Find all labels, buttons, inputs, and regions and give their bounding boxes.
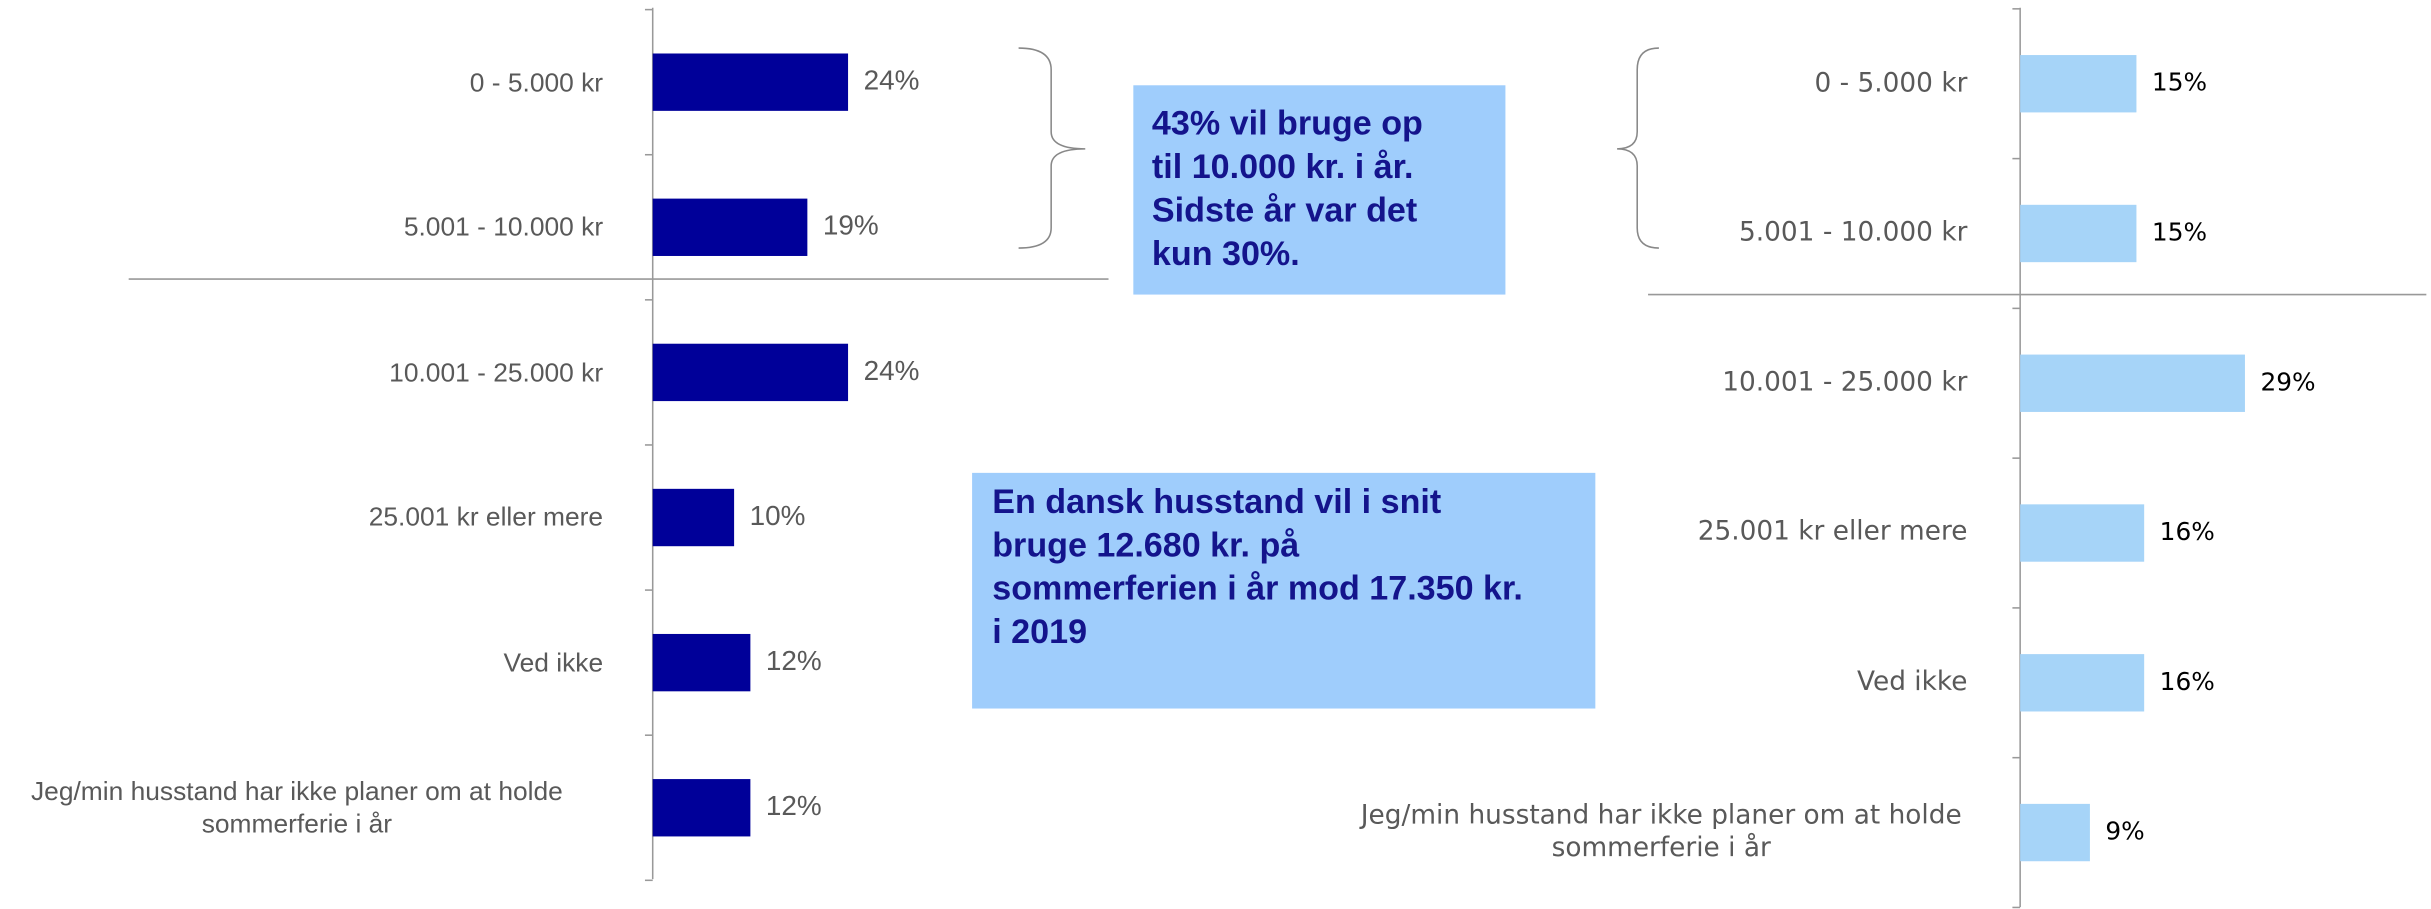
bar [652,779,751,837]
category-label: 25.001 kr eller mere [1697,516,1968,548]
category-label-box: 10.001 - 25.000 kr [1347,337,1967,430]
bar [652,488,735,547]
category-label-wrap: Ved ikke [0,616,603,709]
bar [652,343,849,402]
category-label-box: 0 - 5.000 kr [0,36,603,129]
value-label: 15% [2152,217,2207,246]
annotation-text: sommerferien i år mod 17.350 kr. [992,570,1523,608]
value-label: 12% [766,790,822,821]
annotation-box [1133,85,1506,295]
category-label: Jeg/min husstand har ikke planer om at h… [1360,800,1962,864]
category-label: Ved ikke [503,647,604,678]
bar [2020,354,2245,412]
annotation-text: i 2019 [992,613,1087,651]
category-label: 0 - 5.000 kr [469,67,604,97]
category-label: Ved ikke [1856,666,1968,698]
category-label: Jeg/min husstand har ikke planer om at h… [30,776,563,839]
value-label: 29% [2260,367,2315,396]
category-label: 5.001 - 10.000 kr [1738,217,1968,249]
category-label-wrap: 25.001 kr eller mere [0,471,603,564]
category-label-wrap: 10.001 - 25.000 kr [0,326,603,419]
category-label-box: 0 - 5.000 kr [1347,37,1967,130]
bar [2020,654,2145,712]
category-label-box: 5.001 - 10.000 kr [0,181,603,274]
value-label: 16% [2160,517,2215,546]
annotation-box [972,472,1596,709]
category-label-wrap: 0 - 5.000 kr [1347,37,1967,130]
category-label-wrap: Jeg/min husstand har ikke planer om at h… [1347,786,1967,879]
bar [652,198,808,256]
category-label-box: 25.001 kr eller mere [0,471,603,564]
value-label: 15% [2152,68,2207,97]
annotation-text: 43% vil bruge op [1152,105,1423,143]
bar [2020,55,2137,113]
category-label-wrap: Ved ikke [1347,636,1967,729]
annotation-text: Sidste år var det [1152,191,1417,229]
annotation-text: kun 30%. [1152,235,1300,273]
annotation-text: bruge 12.680 kr. på [992,526,1300,564]
value-label: 24% [864,65,920,96]
brace [1018,47,1086,249]
category-label-wrap: Jeg/min husstand har ikke planer om at h… [0,761,603,854]
value-label: 19% [823,210,879,241]
bar [2020,504,2145,562]
category-label: 10.001 - 25.000 kr [1722,366,1968,398]
category-label-wrap: 5.001 - 10.000 kr [0,181,603,274]
value-label: 16% [2160,667,2215,696]
category-label-box: 5.001 - 10.000 kr [1347,187,1967,280]
category-label: 25.001 kr eller mere [368,502,604,533]
value-label: 10% [750,500,806,531]
bar [652,633,751,692]
value-label: 12% [766,645,822,676]
brace [1617,47,1659,249]
category-label-box: Jeg/min husstand har ikke planer om at h… [0,761,603,854]
category-label-wrap: 0 - 5.000 kr [0,36,603,129]
value-label: 24% [864,355,920,386]
category-label: 10.001 - 25.000 kr [389,357,604,388]
category-label-box: Ved ikke [1347,636,1967,729]
category-label-box: 25.001 kr eller mere [1347,487,1968,580]
category-label: 0 - 5.000 kr [1814,67,1968,99]
value-label: 9% [2105,817,2144,846]
category-label-wrap: 25.001 kr eller mere [1347,487,1968,580]
bar [2020,204,2137,263]
category-label-box: 10.001 - 25.000 kr [0,326,603,419]
annotation-text: En dansk husstand vil i snit [992,483,1441,521]
category-label-wrap: 5.001 - 10.000 kr [1347,187,1967,280]
bar [2020,803,2090,862]
category-label: 5.001 - 10.000 kr [403,212,604,243]
category-label-wrap: 10.001 - 25.000 kr [1347,337,1967,430]
category-label-box: Ved ikke [0,616,603,709]
bar [652,53,849,111]
category-label-box: Jeg/min husstand har ikke planer om at h… [1347,786,1967,879]
annotation-text: til 10.000 kr. i år. [1152,148,1414,186]
